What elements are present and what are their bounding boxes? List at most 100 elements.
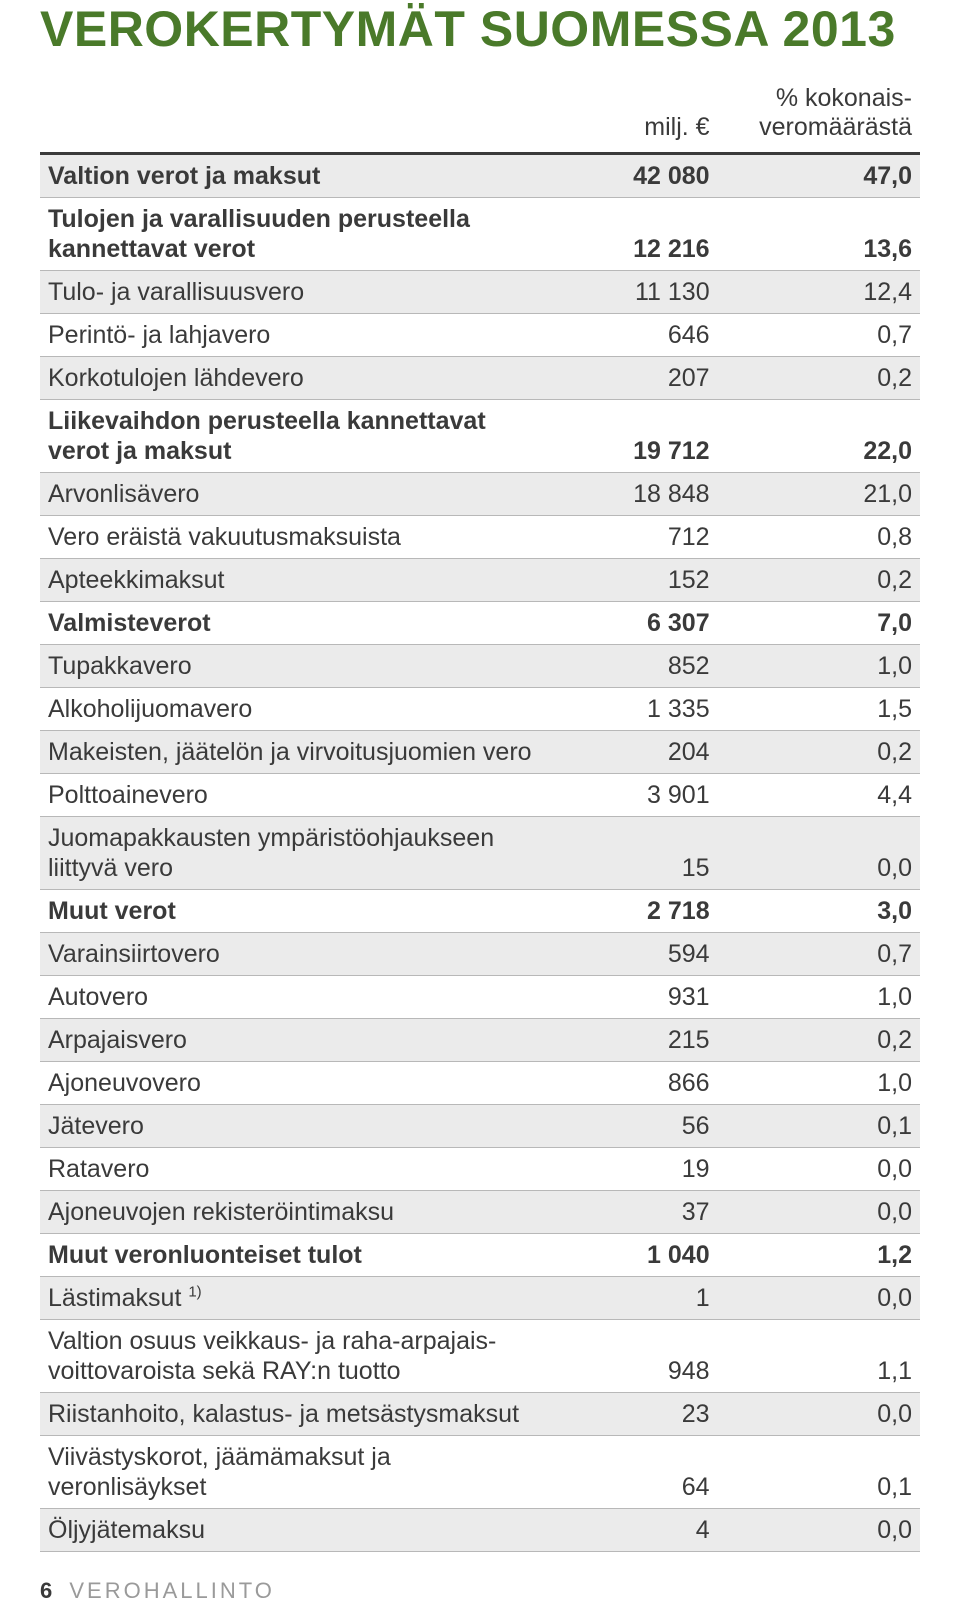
row-percent: 1,0 bbox=[718, 644, 920, 687]
table-row: Perintö- ja lahjavero6460,7 bbox=[40, 313, 920, 356]
row-amount: 1 335 bbox=[550, 687, 717, 730]
row-percent: 21,0 bbox=[718, 472, 920, 515]
row-label: Korkotulojen lähdevero bbox=[40, 356, 550, 399]
row-label: Makeisten, jäätelön ja virvoitusjuomien … bbox=[40, 730, 550, 773]
table-row: Apteekkimaksut1520,2 bbox=[40, 558, 920, 601]
table-row: Muut verot2 7183,0 bbox=[40, 889, 920, 932]
row-label: Alkoholijuomavero bbox=[40, 687, 550, 730]
table-row: Juomapakkausten ympäristöohjaukseen liit… bbox=[40, 816, 920, 889]
table-row: Lästimaksut 1)10,0 bbox=[40, 1276, 920, 1319]
tax-table: milj. € % kokonais- veromäärästä Valtion… bbox=[40, 78, 920, 1552]
row-percent: 1,5 bbox=[718, 687, 920, 730]
row-label: Polttoainevero bbox=[40, 773, 550, 816]
table-row: Korkotulojen lähdevero2070,2 bbox=[40, 356, 920, 399]
footnote-ref: 1) bbox=[188, 1283, 201, 1300]
row-amount: 23 bbox=[550, 1392, 717, 1435]
table-row: Viivästyskorot, jäämämaksut ja veronlisä… bbox=[40, 1435, 920, 1508]
table-row: Valmisteverot6 3077,0 bbox=[40, 601, 920, 644]
page-footer: 6 VEROHALLINTO bbox=[40, 1578, 920, 1604]
row-label: Valmisteverot bbox=[40, 601, 550, 644]
row-label: Varainsiirtovero bbox=[40, 932, 550, 975]
row-label: Viivästyskorot, jäämämaksut ja veronlisä… bbox=[40, 1435, 550, 1508]
table-row: Tupakkavero8521,0 bbox=[40, 644, 920, 687]
row-percent: 0,2 bbox=[718, 356, 920, 399]
row-amount: 204 bbox=[550, 730, 717, 773]
row-amount: 18 848 bbox=[550, 472, 717, 515]
row-percent: 1,2 bbox=[718, 1233, 920, 1276]
table-row: Vero eräistä vakuutusmaksuista7120,8 bbox=[40, 515, 920, 558]
table-row: Polttoainevero3 9014,4 bbox=[40, 773, 920, 816]
row-percent: 12,4 bbox=[718, 270, 920, 313]
col-header-amount: milj. € bbox=[550, 78, 717, 153]
row-label: Perintö- ja lahjavero bbox=[40, 313, 550, 356]
table-row: Alkoholijuomavero1 3351,5 bbox=[40, 687, 920, 730]
row-percent: 0,8 bbox=[718, 515, 920, 558]
row-amount: 215 bbox=[550, 1018, 717, 1061]
row-label: Muut veronluonteiset tulot bbox=[40, 1233, 550, 1276]
row-percent: 7,0 bbox=[718, 601, 920, 644]
table-row: Tulojen ja varallisuuden perusteella kan… bbox=[40, 197, 920, 270]
row-amount: 56 bbox=[550, 1104, 717, 1147]
row-amount: 4 bbox=[550, 1508, 717, 1551]
row-amount: 19 712 bbox=[550, 399, 717, 472]
row-label: Tulojen ja varallisuuden perusteella kan… bbox=[40, 197, 550, 270]
row-label: Ajoneuvojen rekisteröintimaksu bbox=[40, 1190, 550, 1233]
row-percent: 0,0 bbox=[718, 1508, 920, 1551]
table-row: Arvonlisävero18 84821,0 bbox=[40, 472, 920, 515]
row-percent: 1,1 bbox=[718, 1319, 920, 1392]
table-row: Ajoneuvojen rekisteröintimaksu370,0 bbox=[40, 1190, 920, 1233]
row-amount: 207 bbox=[550, 356, 717, 399]
table-row: Valtion osuus veikkaus- ja raha-arpajais… bbox=[40, 1319, 920, 1392]
row-percent: 0,2 bbox=[718, 730, 920, 773]
row-label: Valtion verot ja maksut bbox=[40, 153, 550, 197]
row-amount: 6 307 bbox=[550, 601, 717, 644]
row-label: Arpajaisvero bbox=[40, 1018, 550, 1061]
row-percent: 0,1 bbox=[718, 1435, 920, 1508]
row-percent: 22,0 bbox=[718, 399, 920, 472]
row-percent: 0,1 bbox=[718, 1104, 920, 1147]
row-label: Lästimaksut 1) bbox=[40, 1276, 550, 1319]
page-number: 6 bbox=[40, 1578, 52, 1603]
row-amount: 1 040 bbox=[550, 1233, 717, 1276]
row-label: Autovero bbox=[40, 975, 550, 1018]
row-percent: 3,0 bbox=[718, 889, 920, 932]
row-amount: 852 bbox=[550, 644, 717, 687]
row-label: Valtion osuus veikkaus- ja raha-arpajais… bbox=[40, 1319, 550, 1392]
row-percent: 0,0 bbox=[718, 1147, 920, 1190]
row-amount: 594 bbox=[550, 932, 717, 975]
row-percent: 0,7 bbox=[718, 313, 920, 356]
row-amount: 11 130 bbox=[550, 270, 717, 313]
row-percent: 47,0 bbox=[718, 153, 920, 197]
row-label: Arvonlisävero bbox=[40, 472, 550, 515]
table-row: Liikevaihdon perusteella kannettavat ver… bbox=[40, 399, 920, 472]
footer-text: VEROHALLINTO bbox=[69, 1578, 275, 1603]
table-row: Varainsiirtovero5940,7 bbox=[40, 932, 920, 975]
table-row: Autovero9311,0 bbox=[40, 975, 920, 1018]
row-amount: 931 bbox=[550, 975, 717, 1018]
table-row: Jätevero560,1 bbox=[40, 1104, 920, 1147]
page-title: VEROKERTYMÄT SUOMESSA 2013 bbox=[40, 0, 920, 58]
row-label: Tulo- ja varallisuusvero bbox=[40, 270, 550, 313]
row-percent: 13,6 bbox=[718, 197, 920, 270]
row-amount: 12 216 bbox=[550, 197, 717, 270]
row-percent: 1,0 bbox=[718, 975, 920, 1018]
row-label: Apteekkimaksut bbox=[40, 558, 550, 601]
row-percent: 0,7 bbox=[718, 932, 920, 975]
table-row: Riistanhoito, kalastus- ja metsästysmaks… bbox=[40, 1392, 920, 1435]
row-amount: 712 bbox=[550, 515, 717, 558]
row-amount: 64 bbox=[550, 1435, 717, 1508]
table-row: Ratavero190,0 bbox=[40, 1147, 920, 1190]
row-amount: 19 bbox=[550, 1147, 717, 1190]
row-percent: 0,2 bbox=[718, 1018, 920, 1061]
row-label: Ratavero bbox=[40, 1147, 550, 1190]
col-header-percent: % kokonais- veromäärästä bbox=[718, 78, 920, 153]
row-percent: 4,4 bbox=[718, 773, 920, 816]
col-header-percent-l2: veromäärästä bbox=[759, 113, 912, 141]
row-label: Jätevero bbox=[40, 1104, 550, 1147]
row-amount: 37 bbox=[550, 1190, 717, 1233]
row-amount: 3 901 bbox=[550, 773, 717, 816]
row-amount: 866 bbox=[550, 1061, 717, 1104]
col-header-empty bbox=[40, 78, 550, 153]
row-label: Liikevaihdon perusteella kannettavat ver… bbox=[40, 399, 550, 472]
row-amount: 2 718 bbox=[550, 889, 717, 932]
